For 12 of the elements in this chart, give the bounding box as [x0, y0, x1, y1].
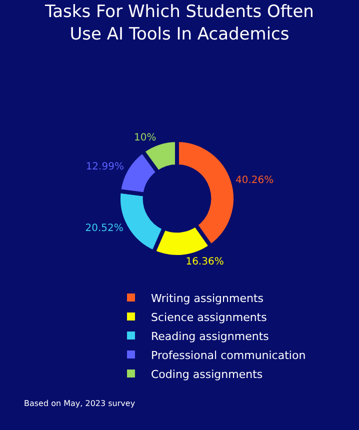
legend-label: Coding assignments [151, 368, 263, 381]
data-label: 40.26% [236, 174, 274, 186]
legend-label: Science assignments [151, 310, 268, 324]
text: Based on May, 2023 survey [24, 399, 136, 408]
legend-label: Reading assignments [151, 330, 270, 343]
data-label: 12.99% [86, 162, 124, 173]
legend-label: Writing assignments [151, 292, 264, 305]
data-label: 20.52% [85, 223, 124, 234]
data-label: 16.36% [186, 256, 224, 268]
data-label: 10% [134, 132, 156, 144]
chart-title: Tasks For Which Students Often Use AI Tools In Academics [44, 2, 314, 44]
legend-label: Professional communication [151, 348, 306, 362]
